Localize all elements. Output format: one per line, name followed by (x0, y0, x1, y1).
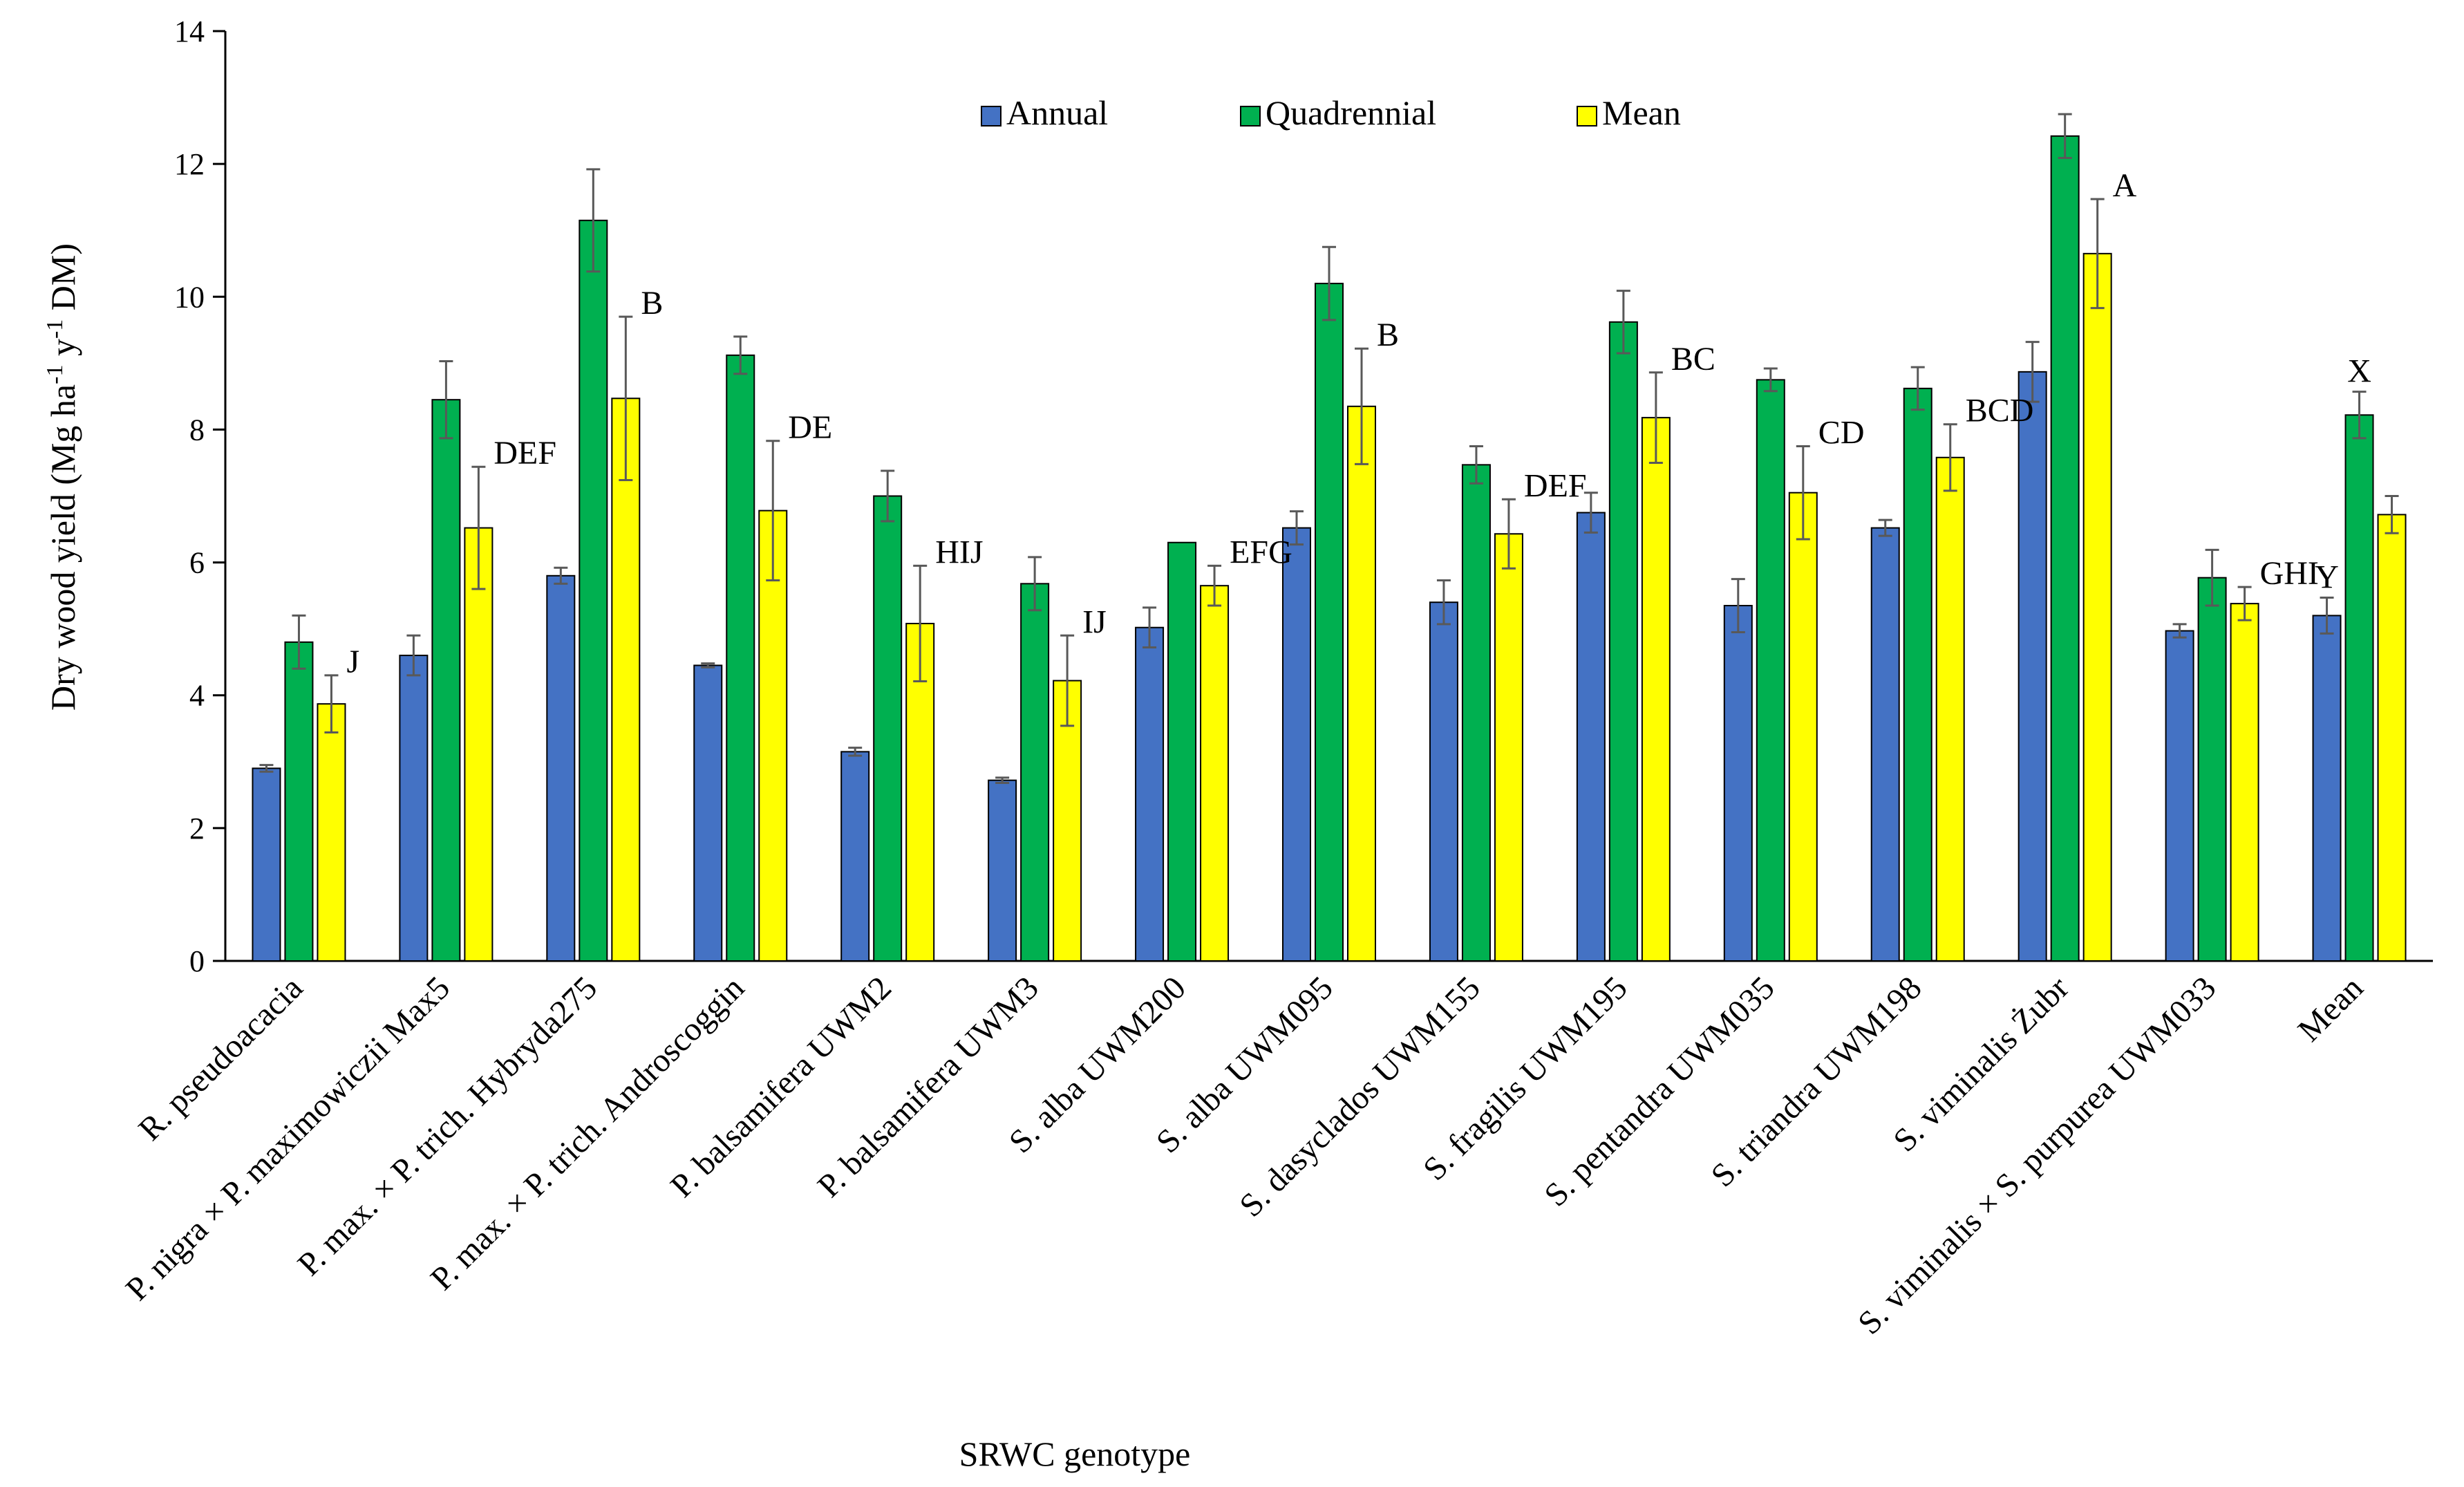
bar-annual-2 (546, 574, 576, 962)
legend-label: Mean (1602, 93, 1681, 132)
y-tick-label: 4 (189, 679, 205, 713)
bar-quadrennial-12 (2050, 135, 2080, 962)
y-tick-label: 2 (189, 812, 205, 845)
significance-label: GHI (2260, 555, 2319, 592)
y-tick-label: 6 (189, 546, 205, 580)
bar-mean-0 (317, 703, 346, 962)
bar-annual-14 (2312, 615, 2342, 962)
legend-swatch-quadrennial (1240, 106, 1261, 127)
bar-mean-5 (1053, 680, 1082, 962)
significance-label: CD (1818, 414, 1865, 451)
legend-label: Quadrennial (1266, 93, 1436, 132)
y-tick-label: 8 (189, 413, 205, 447)
legend: Annual Quadrennial Mean (981, 93, 1681, 132)
bar-mean-11 (1935, 456, 1965, 962)
bar-mean-10 (1788, 492, 1818, 962)
legend-label: Annual (1006, 93, 1108, 132)
bar-quadrennial-2 (579, 219, 608, 962)
bar-quadrennial-0 (284, 641, 314, 962)
bar-quadrennial-7 (1315, 283, 1344, 962)
significance-label: Y (2315, 559, 2339, 595)
significance-label: BCD (1966, 393, 2034, 429)
significance-label: EFG (1230, 534, 1292, 570)
y-tick-label: 14 (174, 15, 205, 48)
significance-label: IJ (1082, 604, 1107, 640)
bar-annual-12 (2018, 371, 2047, 962)
bar-quadrennial-6 (1167, 541, 1197, 962)
legend-swatch-annual (981, 106, 1001, 127)
x-axis-title: SRWC genotype (959, 1434, 1191, 1473)
bar-quadrennial-8 (1461, 464, 1491, 962)
bar-quadrennial-9 (1608, 321, 1638, 962)
bar-mean-7 (1347, 405, 1376, 962)
bar-mean-1 (464, 527, 493, 962)
y-tick-label: 12 (174, 147, 205, 181)
bar-quadrennial-5 (1020, 583, 1050, 962)
significance-label: A (2113, 167, 2137, 204)
bar-annual-9 (1576, 512, 1606, 962)
bar-mean-14 (2377, 514, 2407, 962)
bar-mean-6 (1200, 585, 1230, 962)
significance-label: DEF (493, 435, 556, 471)
bar-mean-2 (611, 398, 641, 962)
bar-mean-9 (1641, 417, 1671, 962)
bar-annual-8 (1429, 601, 1458, 962)
bar-annual-6 (1135, 626, 1165, 962)
legend-swatch-mean (1577, 106, 1597, 127)
y-tick-label: 0 (189, 944, 205, 978)
bar-annual-0 (252, 767, 281, 962)
bar-quadrennial-3 (726, 354, 755, 962)
bar-annual-3 (693, 664, 723, 962)
bar-annual-11 (1870, 527, 1900, 962)
significance-label: BC (1671, 341, 1715, 377)
significance-label: J (346, 644, 359, 680)
significance-label: HIJ (935, 534, 983, 570)
bar-quadrennial-1 (431, 399, 461, 962)
y-axis-title: Dry wood yield (Mg ha-1 y-1 DM) (42, 243, 82, 711)
bar-quadrennial-14 (2344, 414, 2374, 962)
bar-annual-1 (399, 655, 429, 962)
significance-label: B (1377, 317, 1399, 353)
bar-mean-3 (758, 509, 788, 962)
bar-quadrennial-10 (1756, 379, 1785, 962)
significance-label: DE (788, 409, 832, 446)
bar-annual-13 (2165, 630, 2194, 962)
significance-label: DEF (1524, 467, 1587, 504)
significance-label: X (2347, 353, 2371, 390)
bar-mean-12 (2082, 252, 2112, 962)
bar-annual-5 (988, 779, 1017, 962)
y-axis: 0 2 4 6 8 10 12 14 (174, 15, 227, 978)
bar-mean-13 (2230, 603, 2259, 962)
bar-series-group (252, 135, 2407, 962)
bar-quadrennial-13 (2197, 577, 2227, 962)
bar-quadrennial-4 (873, 495, 903, 962)
error-bars-group (259, 113, 2399, 785)
bar-annual-7 (1282, 527, 1311, 962)
bar-quadrennial-11 (1903, 387, 1932, 962)
significance-label: B (641, 285, 663, 321)
bar-annual-4 (840, 751, 870, 962)
bar-annual-10 (1723, 605, 1753, 962)
y-tick-label: 10 (174, 280, 205, 314)
bar-mean-8 (1494, 533, 1523, 962)
